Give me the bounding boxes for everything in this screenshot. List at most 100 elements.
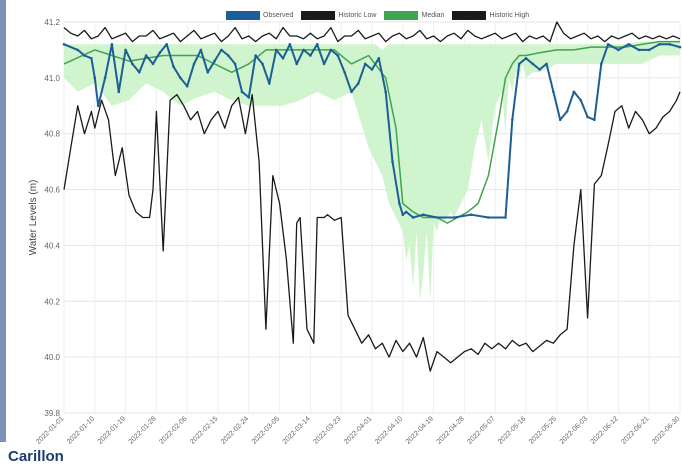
observed-point — [599, 62, 603, 66]
x-tick-label: 2022-01-19 — [97, 415, 127, 445]
observed-point — [572, 90, 576, 94]
observed-point — [377, 57, 381, 60]
observed-point — [315, 43, 319, 46]
observed-point — [391, 160, 394, 163]
observed-point — [647, 48, 651, 52]
observed-point — [404, 210, 408, 214]
chart-gridlines — [63, 21, 681, 414]
observed-point — [411, 216, 415, 219]
y-tick-label: 41.0 — [44, 74, 60, 83]
observed-point — [606, 43, 610, 46]
observed-point — [336, 54, 340, 57]
observed-point — [357, 82, 360, 85]
observed-point — [192, 62, 196, 66]
observed-point — [658, 43, 661, 46]
series-lines — [62, 21, 682, 372]
observed-point — [422, 213, 425, 217]
observed-point — [158, 51, 162, 55]
observed-point — [288, 43, 292, 46]
x-tick-label: 2022-02-06 — [158, 415, 188, 445]
observed-point — [363, 62, 367, 66]
observed-point — [83, 54, 86, 57]
legend-swatch-median — [384, 10, 419, 20]
observed-point — [240, 90, 244, 94]
observed-point — [637, 48, 641, 52]
observed-point — [117, 90, 121, 94]
observed-point — [261, 62, 264, 66]
observed-point — [131, 62, 134, 66]
x-tick-label: 2022-04-10 — [374, 415, 404, 445]
x-tick-label: 2022-03-14 — [282, 415, 312, 445]
observed-point — [76, 48, 79, 52]
range-band — [64, 41, 680, 302]
accent-sidebar-bar — [0, 0, 6, 442]
chart-legend: Observed Historic Low Median Historic Hi… — [226, 9, 537, 21]
median-series-line — [63, 40, 680, 224]
x-tick-label: 2022-05-16 — [497, 415, 527, 445]
observed-point — [678, 45, 682, 49]
x-tick-label: 2022-06-30 — [651, 415, 681, 445]
historic-low-series-line — [63, 91, 681, 372]
x-tick-label: 2022-05-25 — [528, 415, 558, 445]
observed-point — [103, 76, 107, 80]
legend-item-historic-high[interactable]: Historic High — [452, 10, 530, 20]
observed-point — [226, 54, 230, 57]
observed-point — [627, 43, 630, 46]
legend-label-historic-high: Historic High — [489, 11, 530, 19]
observed-point — [254, 54, 257, 57]
observed-point — [206, 70, 210, 74]
y-tick-label: 40.0 — [44, 353, 60, 362]
x-tick-label: 2022-01-01 — [35, 415, 65, 445]
observed-point — [62, 43, 66, 46]
observed-point — [233, 62, 237, 66]
observed-point — [172, 65, 175, 68]
x-tick-label: 2022-05-07 — [466, 415, 496, 445]
observed-point — [370, 68, 374, 71]
observed-point — [538, 68, 541, 71]
legend-item-historic-low[interactable]: Historic Low — [301, 10, 376, 20]
observed-point — [274, 48, 278, 52]
observed-point — [93, 76, 97, 80]
legend-item-observed[interactable]: Observed — [226, 10, 293, 20]
observed-point — [511, 118, 514, 122]
y-tick-label: 40.4 — [44, 241, 60, 250]
observed-point — [617, 48, 620, 52]
x-tick-label: 2022-03-23 — [312, 415, 342, 445]
observed-point — [281, 57, 285, 60]
observed-point — [343, 70, 346, 74]
observed-point — [151, 62, 155, 66]
observed-point — [558, 118, 562, 122]
x-tick-label: 2022-04-01 — [343, 415, 373, 445]
y-tick-label: 40.6 — [44, 186, 60, 195]
observed-point — [110, 43, 114, 46]
observed-point — [565, 110, 569, 113]
historic-range-area — [64, 41, 680, 302]
observed-point — [220, 48, 223, 52]
legend-item-median[interactable]: Median — [384, 10, 444, 20]
y-axis-title: Water Levels (m) — [28, 180, 39, 256]
observed-point — [401, 213, 405, 217]
x-tick-label: 2022-06-03 — [559, 415, 589, 445]
observed-point — [124, 48, 127, 52]
observed-point — [452, 216, 456, 219]
observed-point — [268, 82, 271, 85]
observed-point — [398, 202, 401, 205]
observed-point — [668, 43, 672, 46]
observed-point — [96, 104, 100, 108]
station-name: Carillon — [8, 448, 64, 465]
observed-point — [329, 48, 333, 52]
observed-point — [517, 62, 521, 66]
x-tick-label: 2022-04-19 — [405, 415, 435, 445]
observed-point — [90, 57, 93, 60]
observed-point — [213, 59, 216, 63]
x-tick-label: 2022-01-10 — [66, 415, 96, 445]
observed-point — [487, 216, 490, 219]
observed-point — [309, 54, 312, 57]
observed-point — [302, 48, 305, 52]
observed-point — [137, 70, 141, 74]
observed-point — [322, 62, 326, 66]
x-tick-label: 2022-03-05 — [251, 415, 281, 445]
observed-point — [469, 213, 473, 217]
y-axis-ticks: 39.8 40.0 40.2 40.4 40.6 40.8 41.0 41.2 — [44, 18, 60, 418]
